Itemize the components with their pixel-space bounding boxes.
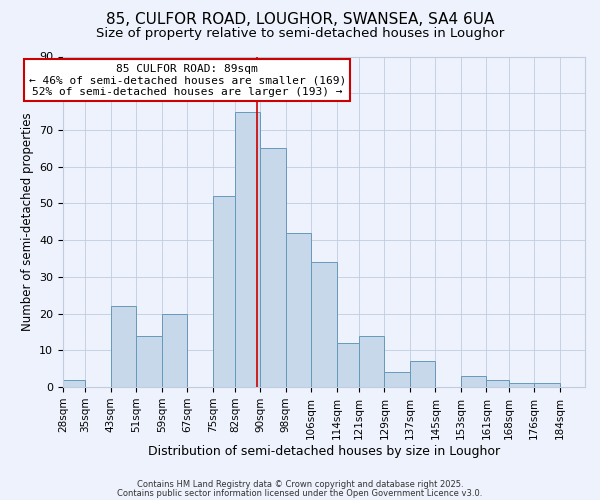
Bar	[385, 372, 410, 387]
Text: 85 CULFOR ROAD: 89sqm
← 46% of semi-detached houses are smaller (169)
52% of sem: 85 CULFOR ROAD: 89sqm ← 46% of semi-deta…	[29, 64, 346, 97]
Text: Contains public sector information licensed under the Open Government Licence v3: Contains public sector information licen…	[118, 488, 482, 498]
Y-axis label: Number of semi-detached properties: Number of semi-detached properties	[20, 112, 34, 331]
Bar	[212, 196, 235, 387]
Bar	[359, 336, 385, 387]
Bar	[260, 148, 286, 387]
Bar	[509, 384, 534, 387]
Bar	[63, 380, 85, 387]
Bar	[311, 262, 337, 387]
Bar	[286, 233, 311, 387]
X-axis label: Distribution of semi-detached houses by size in Loughor: Distribution of semi-detached houses by …	[148, 444, 500, 458]
Bar	[410, 362, 436, 387]
Text: 85, CULFOR ROAD, LOUGHOR, SWANSEA, SA4 6UA: 85, CULFOR ROAD, LOUGHOR, SWANSEA, SA4 6…	[106, 12, 494, 28]
Bar	[337, 343, 359, 387]
Bar	[111, 306, 136, 387]
Bar	[461, 376, 487, 387]
Bar	[136, 336, 162, 387]
Bar	[534, 384, 560, 387]
Bar	[162, 314, 187, 387]
Text: Contains HM Land Registry data © Crown copyright and database right 2025.: Contains HM Land Registry data © Crown c…	[137, 480, 463, 489]
Bar	[235, 112, 260, 387]
Bar	[487, 380, 509, 387]
Text: Size of property relative to semi-detached houses in Loughor: Size of property relative to semi-detach…	[96, 28, 504, 40]
